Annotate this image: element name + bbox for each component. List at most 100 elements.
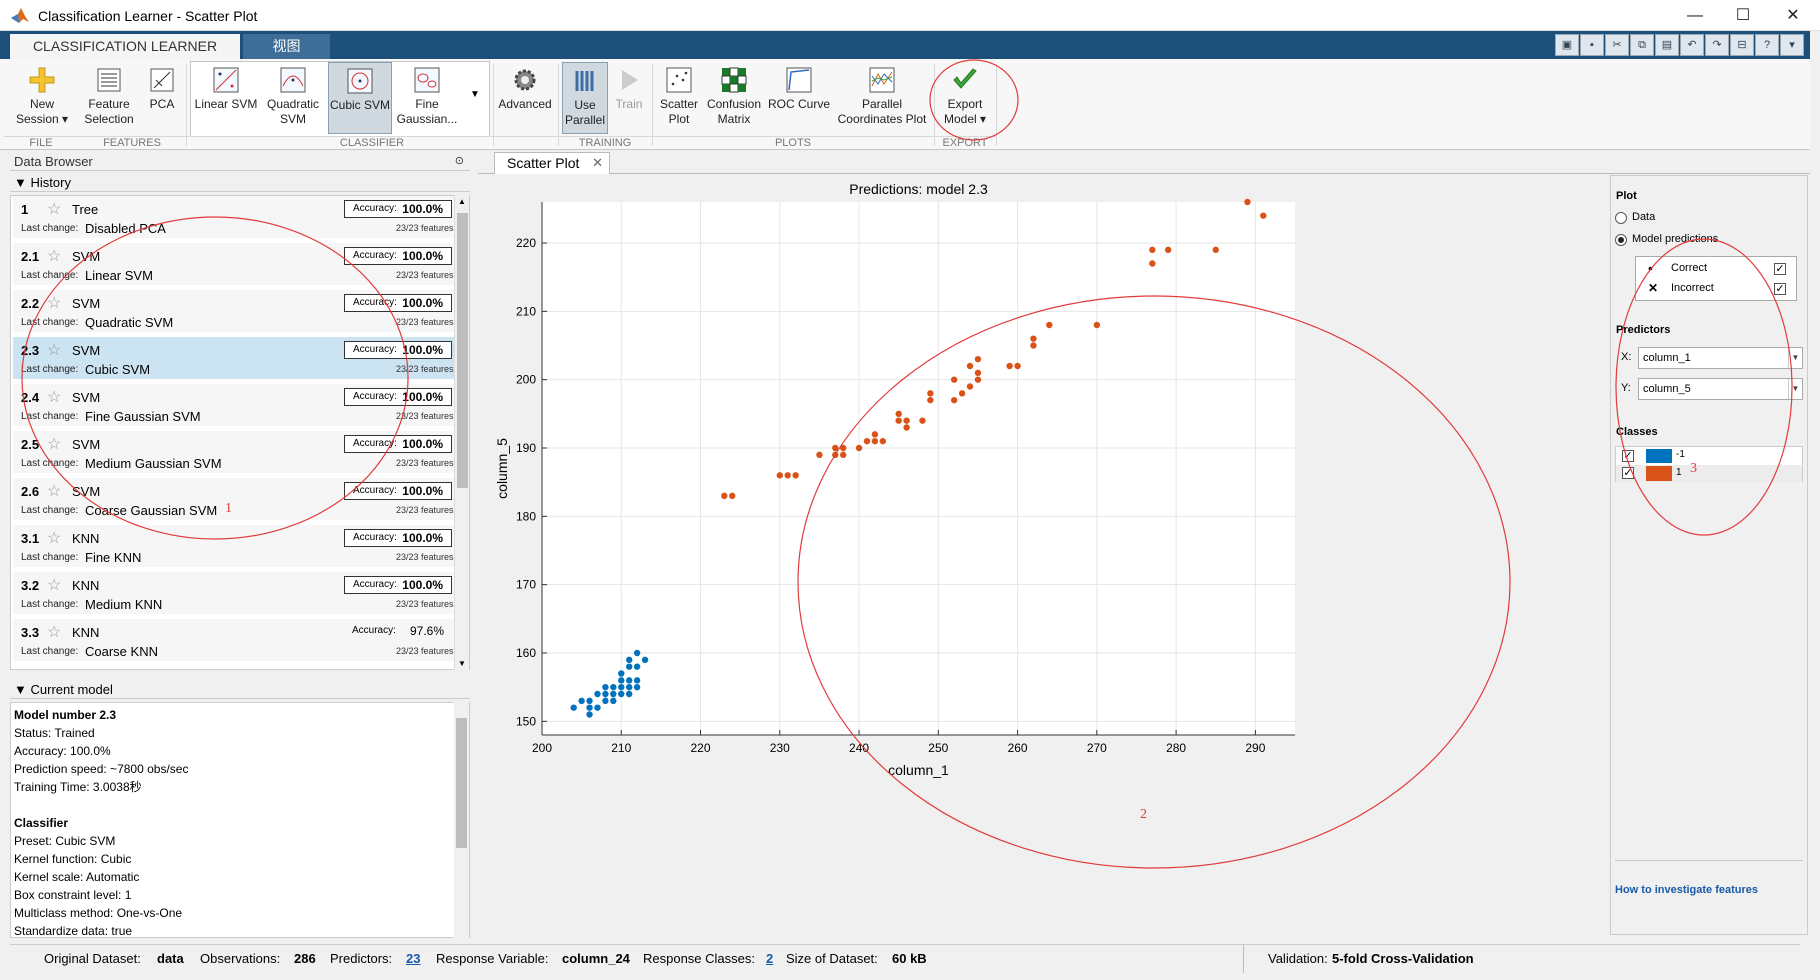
history-scroll-thumb[interactable] (457, 213, 468, 488)
current-model-scroll-thumb[interactable] (456, 718, 467, 848)
y-predictor-select[interactable]: column_5 ▼ (1638, 378, 1803, 400)
copy-icon[interactable]: ⧉ (1630, 34, 1654, 56)
model-number: 3.3 (21, 625, 40, 640)
accuracy-box: Accuracy: 100.0% (344, 294, 452, 312)
star-icon[interactable]: ☆ (47, 577, 62, 594)
correct-marker-icon: • (1648, 260, 1653, 276)
gallery-expand-icon[interactable]: ▼ (470, 89, 480, 100)
parallel-coordinates-button[interactable]: Parallel Coordinates Plot (834, 62, 930, 134)
scatter-chart[interactable]: 200 210 220 230 240 250 260 270 280 290 150 160 170 1… (478, 175, 1601, 937)
cut-icon[interactable]: ✂ (1605, 34, 1629, 56)
how-to-investigate-link[interactable]: How to investigate features (1615, 884, 1759, 896)
model-type: KNN (72, 578, 100, 593)
data-radio-label: Data (1632, 211, 1656, 223)
star-icon[interactable]: ☆ (47, 483, 62, 500)
panel-menu-icon[interactable]: ⊙ (454, 155, 464, 167)
feature-selection-button[interactable]: Feature Selection (78, 62, 140, 134)
star-icon[interactable]: ☆ (47, 248, 62, 265)
observations-value: 286 (294, 951, 316, 966)
roc-curve-button[interactable]: ROC Curve (768, 62, 830, 134)
confusion-matrix-button[interactable]: Confusion Matrix (704, 62, 764, 134)
status-bar: Original Dataset: data Observations: 286… (10, 944, 1800, 973)
class-pos-checkbox[interactable]: ✓ (1622, 467, 1634, 479)
scatter-point (641, 656, 649, 664)
history-item[interactable]: 2.1 ☆ SVM Last change: Linear SVM Accuracy: 10… (13, 243, 454, 287)
response-classes-link[interactable]: 2 (766, 951, 774, 966)
predictors-link[interactable]: 23 (406, 951, 421, 966)
tab-scatter-plot[interactable]: Scatter Plot ✕ (494, 152, 610, 174)
tab-classification-learner[interactable]: CLASSIFICATION LEARNER (10, 34, 240, 59)
scatter-point (1212, 246, 1219, 254)
redo-icon[interactable]: ↷ (1705, 34, 1729, 56)
help-icon[interactable]: ? (1755, 34, 1779, 56)
star-icon[interactable]: ☆ (47, 530, 62, 547)
scatter-point (1244, 198, 1251, 206)
y-tick-label: 150 (516, 714, 536, 728)
fine-gaussian-button[interactable]: Fine Gaussian... (396, 62, 458, 134)
advanced-button[interactable]: Advanced (496, 62, 554, 134)
last-change-label: Last change: (21, 552, 79, 563)
undo-icon[interactable]: ↶ (1680, 34, 1704, 56)
star-icon[interactable]: ☆ (47, 201, 62, 218)
feature-count: 23/23 features (396, 270, 454, 280)
star-icon[interactable]: ☆ (47, 436, 62, 453)
open-icon[interactable]: ▣ (1555, 34, 1579, 56)
x-predictor-select[interactable]: column_1 ▼ (1638, 347, 1803, 369)
scatter-point (1006, 362, 1013, 370)
use-parallel-button[interactable]: Use Parallel (562, 62, 608, 134)
history-scrollbar[interactable]: ▲ ▼ (454, 195, 469, 670)
data-radio[interactable] (1615, 212, 1627, 224)
class-neg-checkbox[interactable]: ✓ (1622, 450, 1634, 462)
ribbon: New Session ▾ Feature Selection PCA Line… (0, 59, 1810, 150)
model-predictions-radio[interactable] (1615, 234, 1627, 246)
history-header[interactable]: ▼ History (10, 173, 470, 192)
model-type: SVM (72, 437, 101, 452)
close-tab-icon[interactable]: ✕ (592, 155, 603, 170)
export-model-button[interactable]: Export Model ▾ (938, 62, 992, 134)
history-item[interactable]: 2.2 ☆ SVM Last change: Quadratic SVM Accuracy… (13, 290, 454, 334)
scatter-point (816, 451, 823, 459)
current-model-header[interactable]: ▼ Current model (10, 680, 470, 699)
switch-windows-icon[interactable]: ⊟ (1730, 34, 1754, 56)
new-session-button[interactable]: New Session ▾ (8, 62, 76, 134)
paste-icon[interactable]: ▤ (1655, 34, 1679, 56)
history-item[interactable]: 3.3 ☆ KNN Last change: Coarse KNN Accuracy: 97… (13, 619, 454, 663)
last-change-label: Last change: (21, 646, 79, 657)
model-detail-line: Box constraint level: 1 (14, 888, 132, 902)
star-icon[interactable]: ☆ (47, 389, 62, 406)
incorrect-checkbox[interactable]: ✓ (1774, 283, 1786, 295)
minimize-button[interactable]: — (1687, 7, 1703, 24)
history-item[interactable]: 3.2 ☆ KNN Last change: Medium KNN Accuracy: 10… (13, 572, 454, 616)
history-item[interactable]: 2.5 ☆ SVM Last change: Medium Gaussian SVM Ac… (13, 431, 454, 475)
history-item[interactable]: 3.1 ☆ KNN Last change: Fine KNN Accuracy: 100.… (13, 525, 454, 569)
save-icon[interactable]: ▪ (1580, 34, 1604, 56)
tab-view[interactable]: 视图 (243, 34, 330, 59)
accuracy-label: Accuracy: (353, 297, 397, 308)
scroll-up-icon[interactable]: ▲ (458, 197, 466, 206)
pca-button[interactable]: PCA (142, 62, 182, 134)
scatter-point (895, 417, 902, 424)
accuracy-label: Accuracy: (353, 391, 397, 402)
quadratic-svm-button[interactable]: Quadratic SVM (262, 62, 324, 134)
history-item[interactable]: 2.6 ☆ SVM Last change: Coarse Gaussian SVM Ac… (13, 478, 454, 522)
star-icon[interactable]: ☆ (47, 624, 62, 641)
history-item[interactable]: 1 ☆ Tree Last change: Disabled PCA Accuracy: 1… (13, 196, 454, 240)
scroll-down-icon[interactable]: ▼ (458, 659, 466, 668)
linear-svm-button[interactable]: Linear SVM (192, 62, 260, 134)
history-item[interactable]: 2.4 ☆ SVM Last change: Fine Gaussian SVM Accu… (13, 384, 454, 428)
x-tick-label: 200 (532, 741, 552, 755)
train-button[interactable]: Train (610, 62, 648, 134)
star-icon[interactable]: ☆ (47, 295, 62, 312)
history-item[interactable]: 2.3 ☆ SVM Last change: Cubic SVM Accuracy: 100… (13, 337, 454, 381)
expand-icon[interactable]: ▾ (1780, 34, 1804, 56)
scatter-plot-button[interactable]: Scatter Plot (656, 62, 702, 134)
scatter-point (966, 383, 974, 390)
collapse-triangle-icon: ▼ (14, 175, 27, 190)
close-button[interactable]: ✕ (1786, 7, 1800, 24)
correct-checkbox[interactable]: ✓ (1774, 263, 1786, 275)
scatter-point (792, 472, 799, 479)
star-icon[interactable]: ☆ (47, 342, 62, 359)
cubic-svm-button[interactable]: Cubic SVM (328, 62, 392, 134)
current-model-scrollbar[interactable] (454, 702, 469, 938)
maximize-button[interactable]: ☐ (1735, 7, 1751, 24)
